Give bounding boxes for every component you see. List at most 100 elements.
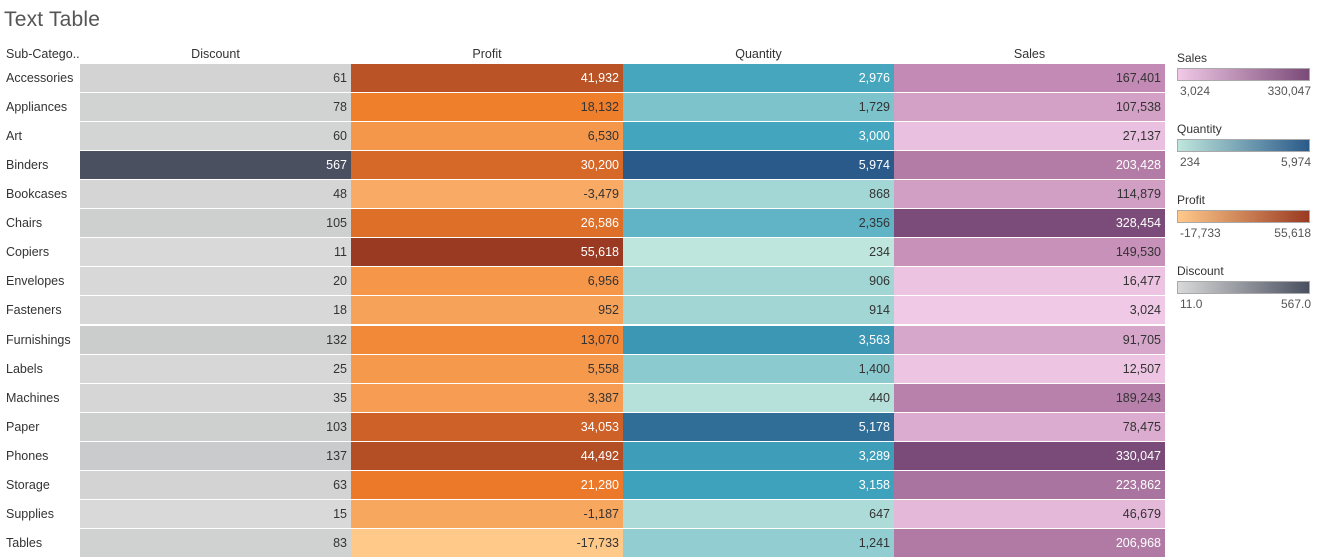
cell-sales[interactable]: 3,024 [894, 296, 1165, 324]
cell-sales[interactable]: 107,538 [894, 93, 1165, 121]
row-label[interactable]: Binders [6, 158, 49, 172]
row-label[interactable]: Supplies [6, 507, 54, 521]
table-row: Bookcases 48 -3,479 868 114,879 [0, 180, 1165, 208]
cell-quantity[interactable]: 647 [623, 500, 894, 528]
cell-discount[interactable]: 15 [80, 500, 351, 528]
cell-sales[interactable]: 114,879 [894, 180, 1165, 208]
cell-profit[interactable]: 3,387 [351, 384, 623, 412]
cell-discount[interactable]: 105 [80, 209, 351, 237]
row-label[interactable]: Fasteners [6, 303, 62, 317]
cell-profit[interactable]: 18,132 [351, 93, 623, 121]
cell-quantity[interactable]: 5,974 [623, 151, 894, 179]
column-header-sales[interactable]: Sales [1013, 47, 1046, 61]
cell-discount[interactable]: 61 [80, 64, 351, 92]
cell-sales[interactable]: 206,968 [894, 529, 1165, 557]
cell-discount[interactable]: 18 [80, 296, 351, 324]
cell-sales[interactable]: 149,530 [894, 238, 1165, 266]
cell-sales[interactable]: 16,477 [894, 267, 1165, 295]
row-label[interactable]: Phones [6, 449, 49, 463]
cell-profit[interactable]: 952 [351, 296, 623, 324]
legend-range: 234 5,974 [1177, 155, 1313, 171]
cell-profit[interactable]: -17,733 [351, 529, 623, 557]
cell-discount[interactable]: 137 [80, 442, 351, 470]
row-label[interactable]: Machines [6, 391, 60, 405]
row-header-label[interactable]: Sub-Catego.. [6, 47, 80, 61]
cell-quantity[interactable]: 1,400 [623, 355, 894, 383]
cell-profit[interactable]: -3,479 [351, 180, 623, 208]
legend-gradient-bar [1177, 139, 1310, 152]
cell-discount[interactable]: 132 [80, 326, 351, 354]
cell-quantity[interactable]: 234 [623, 238, 894, 266]
cell-sales[interactable]: 189,243 [894, 384, 1165, 412]
legend-sales[interactable]: Sales 3,024 330,047 [1177, 50, 1313, 100]
cell-profit[interactable]: 6,956 [351, 267, 623, 295]
row-label[interactable]: Tables [6, 536, 43, 550]
cell-sales[interactable]: 330,047 [894, 442, 1165, 470]
column-header-profit[interactable]: Profit [472, 47, 502, 61]
cell-discount[interactable]: 567 [80, 151, 351, 179]
cell-discount[interactable]: 103 [80, 413, 351, 441]
cell-quantity[interactable]: 1,729 [623, 93, 894, 121]
legend-profit[interactable]: Profit -17,733 55,618 [1177, 192, 1313, 242]
cell-sales[interactable]: 91,705 [894, 326, 1165, 354]
cell-profit[interactable]: 5,558 [351, 355, 623, 383]
row-label[interactable]: Bookcases [6, 187, 68, 201]
row-label[interactable]: Chairs [6, 216, 43, 230]
cell-quantity[interactable]: 1,241 [623, 529, 894, 557]
cell-sales[interactable]: 12,507 [894, 355, 1165, 383]
cell-profit[interactable]: 13,070 [351, 326, 623, 354]
cell-profit[interactable]: 30,200 [351, 151, 623, 179]
cell-quantity[interactable]: 3,563 [623, 326, 894, 354]
cell-discount[interactable]: 78 [80, 93, 351, 121]
table-row: Supplies 15 -1,187 647 46,679 [0, 500, 1165, 528]
cell-quantity[interactable]: 914 [623, 296, 894, 324]
cell-quantity[interactable]: 440 [623, 384, 894, 412]
cell-discount[interactable]: 25 [80, 355, 351, 383]
cell-discount[interactable]: 11 [80, 238, 351, 266]
row-label[interactable]: Envelopes [6, 274, 65, 288]
cell-quantity[interactable]: 3,289 [623, 442, 894, 470]
cell-quantity[interactable]: 2,976 [623, 64, 894, 92]
cell-profit[interactable]: 21,280 [351, 471, 623, 499]
cell-quantity[interactable]: 3,000 [623, 122, 894, 150]
cell-quantity[interactable]: 906 [623, 267, 894, 295]
cell-profit[interactable]: 44,492 [351, 442, 623, 470]
row-label[interactable]: Art [6, 129, 22, 143]
column-header-quantity[interactable]: Quantity [735, 47, 782, 61]
legend-discount[interactable]: Discount 11.0 567.0 [1177, 263, 1313, 313]
cell-sales[interactable]: 167,401 [894, 64, 1165, 92]
cell-profit[interactable]: 55,618 [351, 238, 623, 266]
legend-max-label: 5,974 [1280, 155, 1311, 169]
cell-discount[interactable]: 63 [80, 471, 351, 499]
cell-discount[interactable]: 35 [80, 384, 351, 412]
row-label[interactable]: Accessories [6, 71, 74, 85]
cell-discount[interactable]: 20 [80, 267, 351, 295]
cell-profit[interactable]: 41,932 [351, 64, 623, 92]
cell-profit[interactable]: -1,187 [351, 500, 623, 528]
cell-discount[interactable]: 83 [80, 529, 351, 557]
cell-sales[interactable]: 46,679 [894, 500, 1165, 528]
row-label[interactable]: Appliances [6, 100, 68, 114]
row-label[interactable]: Storage [6, 478, 50, 492]
column-header-discount[interactable]: Discount [191, 47, 240, 61]
row-label[interactable]: Copiers [6, 245, 50, 259]
row-label[interactable]: Labels [6, 362, 43, 376]
cell-quantity[interactable]: 3,158 [623, 471, 894, 499]
cell-sales[interactable]: 78,475 [894, 413, 1165, 441]
table-row: Furnishings 132 13,070 3,563 91,705 [0, 326, 1165, 354]
cell-sales[interactable]: 203,428 [894, 151, 1165, 179]
legend-quantity[interactable]: Quantity 234 5,974 [1177, 121, 1313, 171]
cell-discount[interactable]: 60 [80, 122, 351, 150]
cell-profit[interactable]: 34,053 [351, 413, 623, 441]
cell-quantity[interactable]: 868 [623, 180, 894, 208]
cell-sales[interactable]: 223,862 [894, 471, 1165, 499]
cell-sales[interactable]: 328,454 [894, 209, 1165, 237]
cell-quantity[interactable]: 2,356 [623, 209, 894, 237]
cell-sales[interactable]: 27,137 [894, 122, 1165, 150]
row-label[interactable]: Furnishings [6, 333, 71, 347]
cell-discount[interactable]: 48 [80, 180, 351, 208]
cell-profit[interactable]: 6,530 [351, 122, 623, 150]
cell-quantity[interactable]: 5,178 [623, 413, 894, 441]
row-label[interactable]: Paper [6, 420, 40, 434]
cell-profit[interactable]: 26,586 [351, 209, 623, 237]
